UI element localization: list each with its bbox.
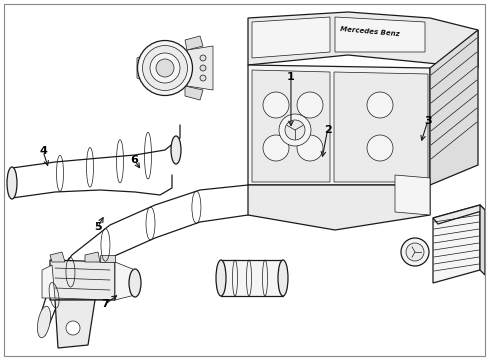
Ellipse shape — [129, 269, 141, 297]
Polygon shape — [85, 252, 100, 262]
Polygon shape — [184, 86, 203, 100]
Polygon shape — [115, 262, 135, 300]
Text: 6: 6 — [130, 155, 138, 165]
Polygon shape — [394, 175, 429, 215]
Text: 4: 4 — [39, 146, 47, 156]
Text: 5: 5 — [94, 222, 102, 232]
Polygon shape — [221, 260, 283, 296]
Circle shape — [296, 92, 323, 118]
Text: 1: 1 — [286, 72, 294, 82]
Ellipse shape — [216, 260, 225, 296]
Ellipse shape — [200, 75, 205, 81]
Ellipse shape — [137, 40, 192, 95]
Ellipse shape — [150, 53, 180, 83]
Polygon shape — [432, 205, 479, 283]
Polygon shape — [42, 265, 55, 298]
Ellipse shape — [200, 65, 205, 71]
Polygon shape — [55, 300, 95, 348]
Polygon shape — [333, 72, 427, 182]
Circle shape — [285, 120, 305, 140]
Polygon shape — [184, 36, 203, 50]
Circle shape — [366, 135, 392, 161]
Circle shape — [279, 114, 310, 146]
Polygon shape — [50, 252, 65, 262]
Polygon shape — [247, 12, 477, 68]
Polygon shape — [429, 30, 477, 185]
Ellipse shape — [200, 55, 205, 61]
Circle shape — [263, 92, 288, 118]
Polygon shape — [251, 17, 329, 58]
Polygon shape — [247, 185, 429, 230]
Polygon shape — [247, 65, 429, 185]
Text: 3: 3 — [423, 116, 431, 126]
Circle shape — [296, 135, 323, 161]
Polygon shape — [479, 205, 484, 275]
Ellipse shape — [171, 136, 181, 164]
Circle shape — [405, 243, 423, 261]
Polygon shape — [137, 54, 147, 82]
Text: 7: 7 — [101, 299, 109, 309]
Ellipse shape — [278, 260, 287, 296]
Circle shape — [400, 238, 428, 266]
Polygon shape — [100, 255, 115, 262]
Polygon shape — [432, 205, 484, 224]
Polygon shape — [186, 46, 213, 90]
Ellipse shape — [7, 167, 17, 199]
Polygon shape — [50, 260, 115, 300]
Ellipse shape — [38, 306, 50, 338]
Ellipse shape — [142, 45, 187, 90]
Polygon shape — [251, 70, 329, 182]
Circle shape — [263, 135, 288, 161]
Text: Mercedes Benz: Mercedes Benz — [339, 26, 399, 37]
Circle shape — [366, 92, 392, 118]
Circle shape — [66, 321, 80, 335]
Ellipse shape — [156, 59, 174, 77]
Text: 2: 2 — [323, 125, 331, 135]
Polygon shape — [334, 17, 424, 52]
